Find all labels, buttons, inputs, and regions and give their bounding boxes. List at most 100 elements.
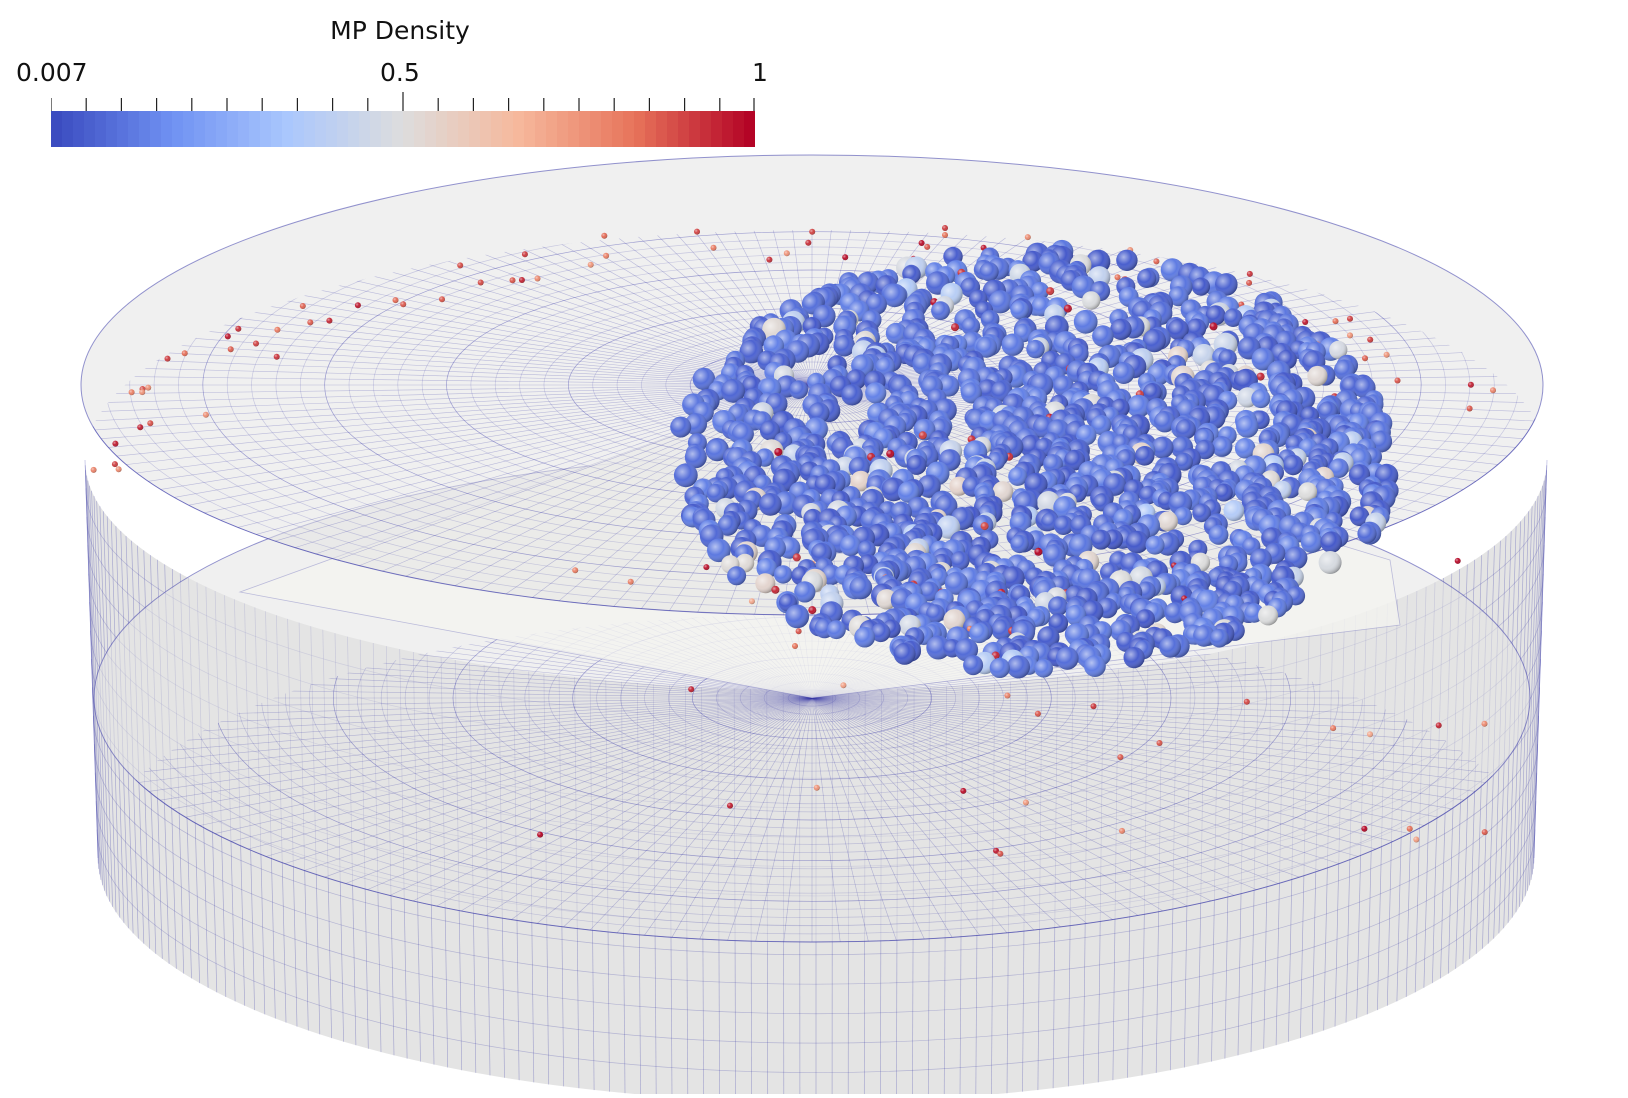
particle-shade xyxy=(840,682,846,688)
particle-shade xyxy=(228,346,234,352)
particle-shade xyxy=(919,240,925,246)
particle-shade xyxy=(808,606,816,614)
particle-shade xyxy=(1319,551,1342,574)
particle-shade xyxy=(1091,703,1097,709)
particle-shade xyxy=(235,326,241,332)
colorbar-segment xyxy=(183,111,195,147)
colorbar-segment xyxy=(667,111,679,147)
particle-shade xyxy=(711,245,717,251)
particle-shade xyxy=(1210,322,1218,330)
colorbar-segment xyxy=(744,111,755,147)
particle-shade xyxy=(628,579,634,585)
particle-shade xyxy=(827,620,846,639)
particle-shade xyxy=(1362,355,1368,361)
colorbar-segment xyxy=(524,111,536,147)
particle-shade xyxy=(1251,389,1270,408)
particle-shade xyxy=(1347,332,1353,338)
particle-shade xyxy=(997,851,1003,857)
colorbar-segment xyxy=(656,111,668,147)
particle-shade xyxy=(840,535,861,556)
particle-shade xyxy=(1482,721,1488,727)
particle-shade xyxy=(980,262,999,281)
particle-shade xyxy=(535,276,541,282)
particle-shade xyxy=(1034,659,1053,678)
colorbar-segment xyxy=(139,111,151,147)
particle-shade xyxy=(1010,535,1028,553)
particle-shade xyxy=(112,461,118,467)
particle-shade xyxy=(1235,438,1256,459)
particle-shade xyxy=(1482,829,1488,835)
colorbar-segment xyxy=(590,111,602,147)
particle-shade xyxy=(1468,382,1474,388)
particle-shade xyxy=(670,417,691,438)
legend-colorbar xyxy=(51,111,755,147)
particle-shade xyxy=(112,441,118,447)
particle-shade xyxy=(274,327,280,333)
colorbar-segment xyxy=(447,111,459,147)
legend-mid-label: 0.5 xyxy=(380,58,420,87)
particle-shade xyxy=(1320,531,1342,553)
particle-shade xyxy=(1357,524,1376,543)
colorbar-segment xyxy=(293,111,305,147)
particle-shade xyxy=(1135,446,1155,466)
particle-shade xyxy=(990,658,1010,678)
particle-shade xyxy=(145,385,151,391)
particle-shade xyxy=(1413,837,1419,843)
colorbar-segment xyxy=(161,111,173,147)
particle-shade xyxy=(1209,525,1229,545)
particle-shade xyxy=(519,277,525,283)
particle-shade xyxy=(91,467,97,473)
particle-shade xyxy=(129,389,135,395)
particle-shade xyxy=(165,356,171,362)
particle-shade xyxy=(603,253,609,259)
particle-shade xyxy=(1384,352,1390,358)
particle-shade xyxy=(792,643,798,649)
particle-shade xyxy=(1092,325,1114,347)
particle-shade xyxy=(1116,250,1137,271)
particle-shade xyxy=(588,262,594,268)
particle-shade xyxy=(1215,484,1233,502)
particle-shade xyxy=(789,380,808,399)
particle-shade xyxy=(688,686,694,692)
colorbar-segment xyxy=(502,111,514,147)
colorbar-segment xyxy=(128,111,140,147)
colorbar-segment xyxy=(425,111,437,147)
particle-shade xyxy=(814,785,820,791)
particle-shade xyxy=(1084,655,1106,677)
particle-shade xyxy=(1210,629,1229,648)
colorbar-segment xyxy=(546,111,558,147)
particle-shade xyxy=(274,354,280,360)
colorbar-segment xyxy=(370,111,382,147)
colorbar-segment xyxy=(469,111,481,147)
colorbar-segment xyxy=(480,111,492,147)
colorbar-segment xyxy=(172,111,184,147)
colorbar-segment xyxy=(733,111,745,147)
particle-shade xyxy=(865,382,886,403)
particle-shade xyxy=(1301,531,1323,553)
particle-shade xyxy=(1361,826,1367,832)
particle-shade xyxy=(203,412,209,418)
particle-shade xyxy=(510,277,516,283)
particle-shade xyxy=(1119,828,1125,834)
particle-shade xyxy=(1002,334,1024,356)
colorbar-segment xyxy=(436,111,448,147)
colorbar-segment xyxy=(381,111,393,147)
particle-shade xyxy=(694,229,700,235)
colorbar-segment xyxy=(678,111,690,147)
particle-shade xyxy=(793,553,801,561)
legend-max-label: 1 xyxy=(752,58,768,87)
particle-shade xyxy=(253,341,259,347)
particle-shade xyxy=(1176,419,1196,439)
particle-shade xyxy=(300,303,306,309)
colorbar-segment xyxy=(535,111,547,147)
particle-shade xyxy=(1034,548,1042,556)
particle-shade xyxy=(1283,455,1303,475)
particle-shade xyxy=(1224,500,1245,521)
particle-shade xyxy=(1157,740,1163,746)
particle-shade xyxy=(1137,269,1156,288)
particle-shade xyxy=(116,466,122,472)
particle-shade xyxy=(727,803,733,809)
colorbar-segment xyxy=(315,111,327,147)
